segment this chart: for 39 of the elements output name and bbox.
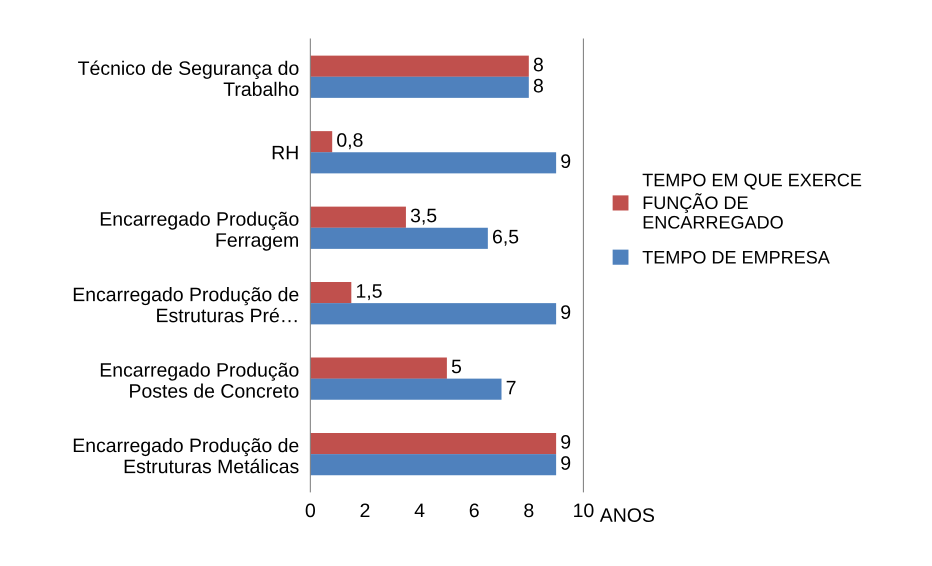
data-label: 9 xyxy=(561,435,570,449)
data-label: 6,5 xyxy=(493,230,518,246)
x-tick-label: 10 xyxy=(574,503,594,518)
bar xyxy=(310,432,556,454)
bar xyxy=(310,56,529,77)
data-label: 5 xyxy=(452,360,462,374)
bar xyxy=(310,303,556,324)
y-tick-label: Encarregado Produção de Estruturas Metálicas xyxy=(74,438,299,474)
y-tick-label: Encarregado Produção Postes de Concreto xyxy=(100,362,298,398)
bar xyxy=(310,206,406,228)
bar xyxy=(310,76,529,98)
data-label: 3,5 xyxy=(410,208,436,225)
bar xyxy=(310,282,352,304)
y-tick-label: Técnico de Segurança do Trabalho xyxy=(78,60,298,96)
data-label: 9 xyxy=(561,154,570,168)
bar xyxy=(310,131,332,152)
x-tick-label: 4 xyxy=(414,504,424,518)
x-tick-label: 0 xyxy=(306,503,316,518)
data-label: 0,8 xyxy=(337,133,363,150)
legend-label: TEMPO EM QUE EXERCE FUNÇÃO DE ENCARREGADO xyxy=(642,174,862,229)
bar xyxy=(310,358,447,379)
data-label: 9 xyxy=(561,456,570,470)
bar xyxy=(310,228,488,249)
x-tick-label: 6 xyxy=(470,503,479,518)
y-tick-label: RH xyxy=(272,146,298,160)
legend-label: TEMPO DE EMPRESA xyxy=(642,250,830,264)
x-axis-title: ANOS xyxy=(600,508,654,522)
data-label: 9 xyxy=(561,305,570,319)
bar xyxy=(310,454,556,476)
data-label: 7 xyxy=(506,380,516,394)
data-label: 8 xyxy=(534,58,543,72)
data-label: 8 xyxy=(534,78,543,93)
data-label: 1,5 xyxy=(356,284,382,300)
x-tick-label: 8 xyxy=(524,503,534,518)
x-tick-label: 2 xyxy=(360,503,370,518)
bar xyxy=(310,152,556,174)
y-tick-label: Encarregado Produção Ferragem xyxy=(100,212,298,251)
bar xyxy=(310,378,502,400)
y-tick-label: Encarregado Produção de Estruturas Pré… xyxy=(74,287,298,322)
